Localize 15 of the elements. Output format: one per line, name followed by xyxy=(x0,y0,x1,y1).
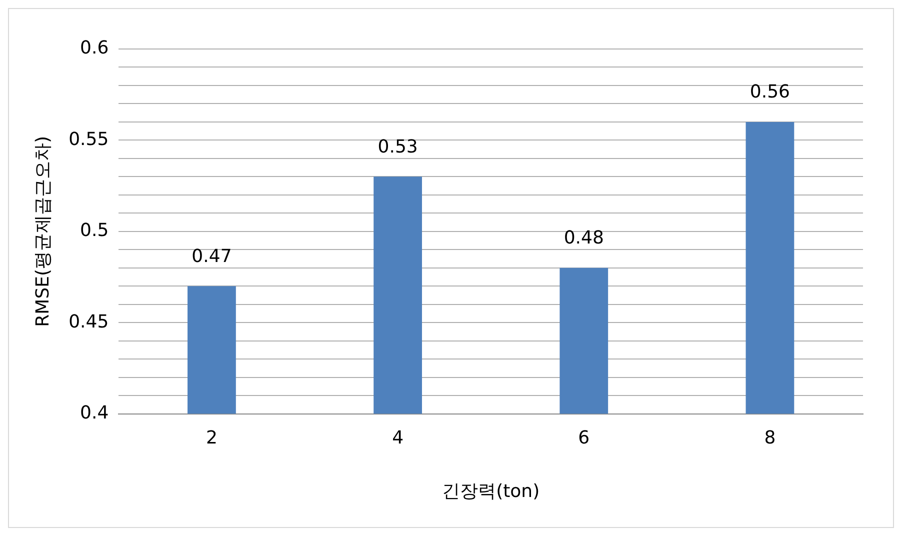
data-label: 0.47 xyxy=(192,246,232,267)
y-tick-label: 0.6 xyxy=(80,38,109,59)
data-label: 0.56 xyxy=(750,82,790,103)
y-tick-label: 0.4 xyxy=(80,402,109,424)
y-axis-title: RMSE(평균제곱근오차) xyxy=(32,136,54,327)
x-tick-label: 2 xyxy=(206,427,218,448)
y-tick-label: 0.5 xyxy=(80,220,109,242)
x-tick-label: 6 xyxy=(578,427,590,448)
y-tick-label: 0.55 xyxy=(68,128,109,150)
x-axis-title: 긴장력(ton) xyxy=(442,480,540,502)
x-tick-label: 4 xyxy=(392,427,404,448)
x-tick-label: 8 xyxy=(764,427,776,448)
data-label: 0.48 xyxy=(564,228,604,249)
data-label: 0.53 xyxy=(378,136,418,158)
y-tick-label: 0.45 xyxy=(68,311,109,332)
